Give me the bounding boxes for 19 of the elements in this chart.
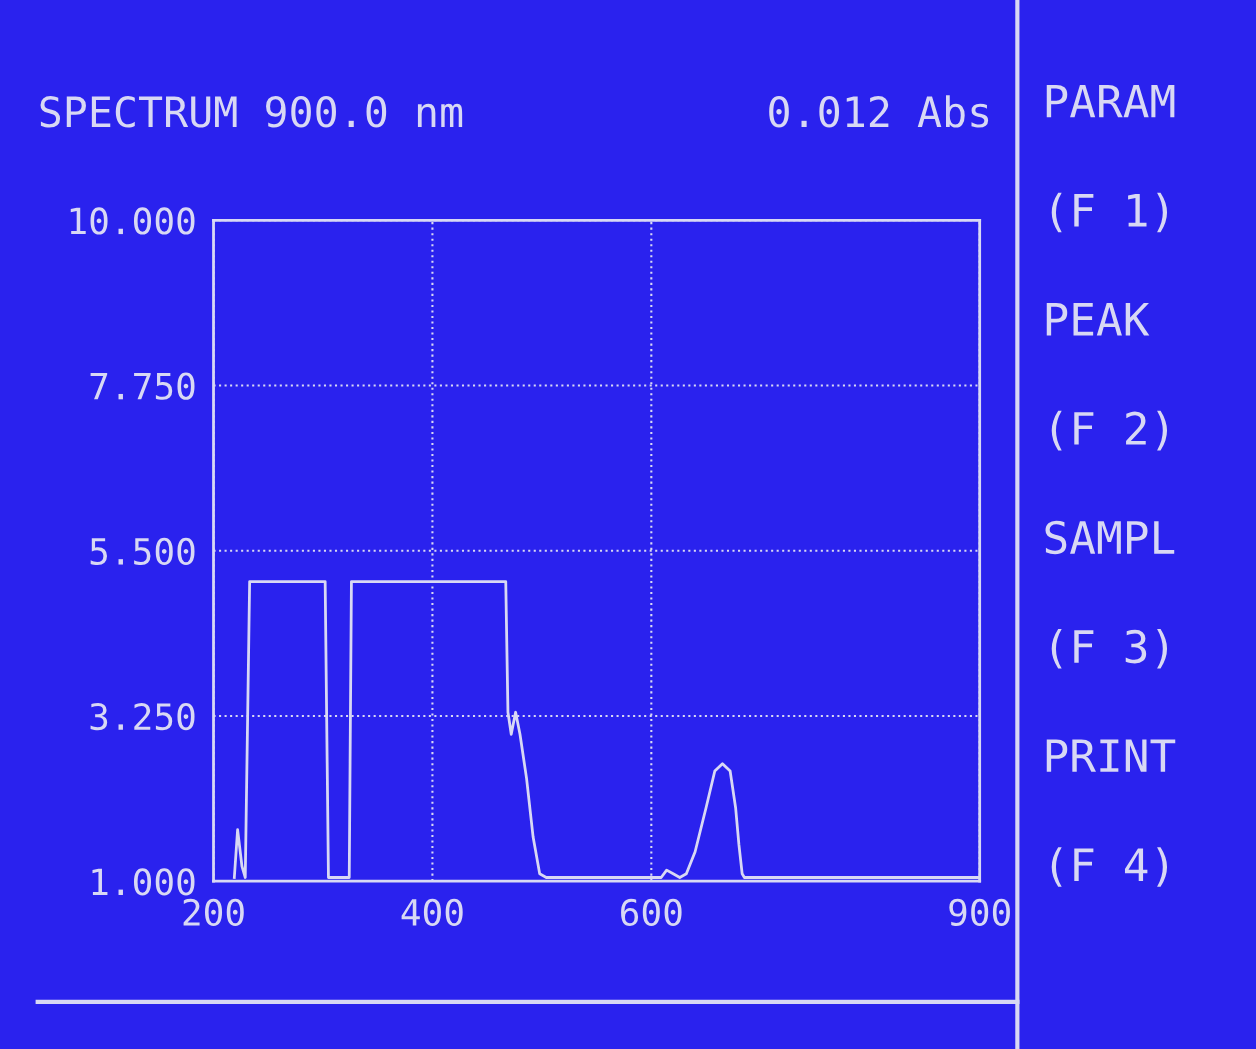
y-tick-label: 5.500 xyxy=(90,537,195,566)
x-tick-label: 900 xyxy=(949,898,1010,926)
text: PEAK xyxy=(1046,303,1150,336)
text: SAMPL xyxy=(1045,520,1175,555)
text: (F 3) xyxy=(1051,629,1168,669)
x-tick-label: 600 xyxy=(621,898,682,926)
x-tick-label: 200 xyxy=(183,898,244,926)
y-tick-label: 10.000 xyxy=(70,207,195,235)
text: PARAM xyxy=(1046,84,1175,118)
text: (F 2) xyxy=(1051,410,1168,451)
text: PRINT xyxy=(1046,739,1176,772)
y-tick-label: 3.250 xyxy=(90,702,195,731)
chart-title: SPECTRUM 900.0 nm xyxy=(40,96,463,128)
y-tick-label: 7.750 xyxy=(90,372,195,400)
text: (F 4) xyxy=(1051,847,1168,887)
chart-subtitle: 0.012 Abs xyxy=(769,95,989,128)
x-tick-label: 400 xyxy=(401,898,463,926)
text: (F 1) xyxy=(1051,192,1168,233)
y-tick-label: 1.000 xyxy=(92,868,195,896)
